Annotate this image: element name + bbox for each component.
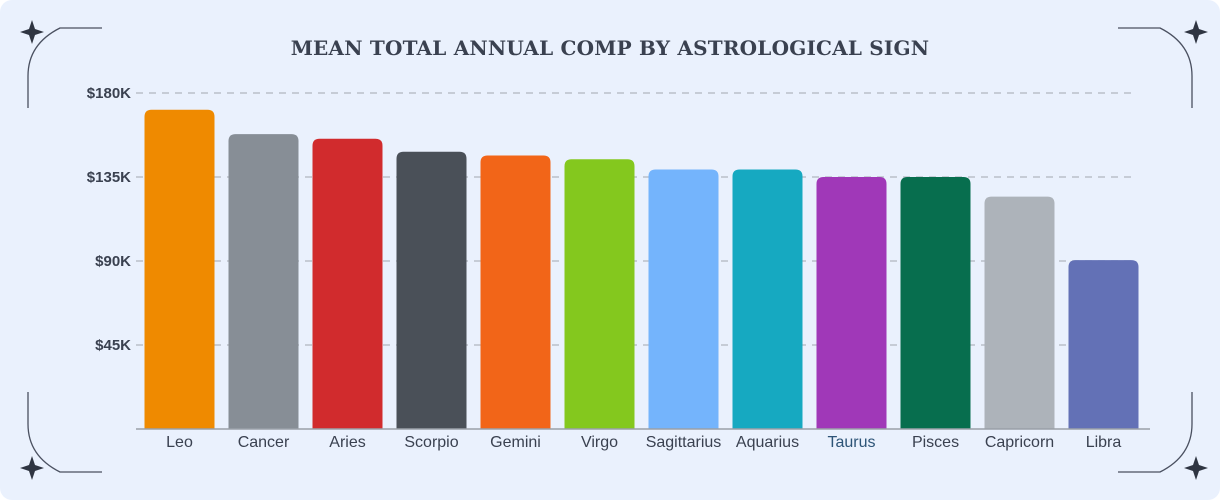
bar-leo xyxy=(144,109,215,430)
bar-aquarius xyxy=(732,169,803,430)
x-tick-label: Libra xyxy=(1086,434,1122,451)
bar-gemini xyxy=(480,155,551,430)
bar-taurus xyxy=(816,177,887,429)
corner-frame-bottom-right xyxy=(1118,392,1208,480)
gridlines xyxy=(136,92,1134,346)
bar-sagittarius xyxy=(648,169,719,430)
bar-aries xyxy=(312,138,383,429)
sparkle-icon xyxy=(20,20,44,44)
bar-libra xyxy=(1068,260,1139,429)
y-tick-label: $180K xyxy=(87,85,131,102)
corner-frame-top-right xyxy=(1118,20,1208,108)
sparkle-icon xyxy=(1184,456,1208,480)
chart-title: MEAN TOTAL ANNUAL COMP BY ASTROLOGICAL S… xyxy=(290,36,930,60)
corner-frame-top-left xyxy=(20,20,102,108)
sparkle-icon xyxy=(1184,20,1208,44)
y-tick-label: $45K xyxy=(95,337,131,354)
corner-frame-bottom-left xyxy=(20,392,102,480)
sparkle-icon xyxy=(20,456,44,480)
bar-scorpio xyxy=(396,151,467,430)
y-tick-label: $90K xyxy=(95,253,131,270)
x-tick-label: Scorpio xyxy=(404,434,458,451)
x-tick-label: Sagittarius xyxy=(646,434,722,451)
bar-virgo xyxy=(564,159,635,429)
x-tick-label: Capricorn xyxy=(985,434,1054,451)
x-tick-label: Aries xyxy=(329,434,365,451)
bars xyxy=(144,109,1139,430)
bar-cancer xyxy=(228,134,299,430)
y-tick-label: $135K xyxy=(87,169,131,186)
bar-pisces xyxy=(900,177,971,429)
x-tick-label: Cancer xyxy=(238,434,290,451)
category-labels: Leo Cancer Aries Scorpio Gemini Virgo Sagittar… xyxy=(166,434,1121,451)
y-axis-ticks: $45K $90K $135K $180K xyxy=(87,85,131,354)
x-tick-label: Virgo xyxy=(581,434,618,451)
x-tick-label: Pisces xyxy=(912,434,959,451)
x-tick-label: Aquarius xyxy=(736,434,799,451)
bar-capricorn xyxy=(984,196,1055,429)
x-tick-label: Gemini xyxy=(490,434,541,451)
x-tick-label: Taurus xyxy=(827,434,875,451)
x-tick-label: Leo xyxy=(166,434,193,451)
